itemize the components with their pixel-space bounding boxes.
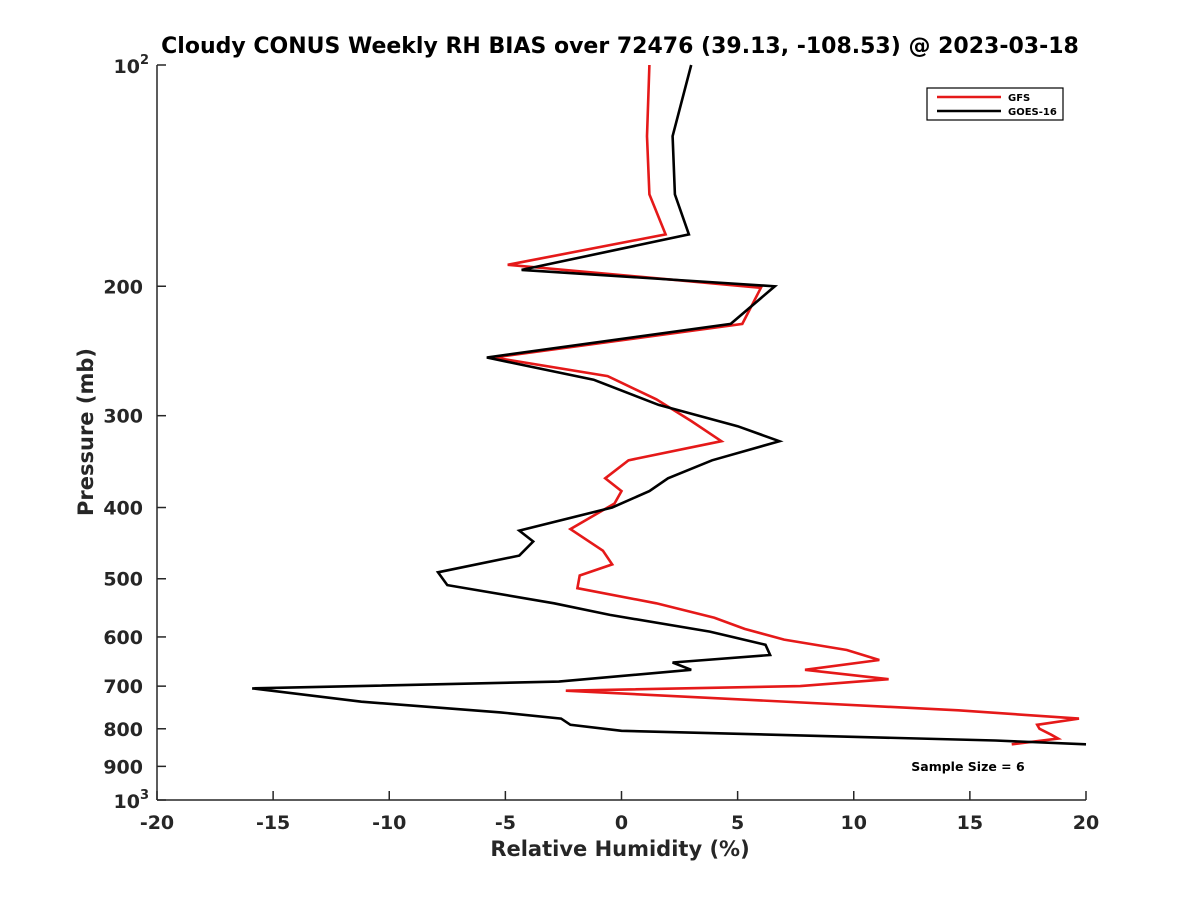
x-tick-label: -10 <box>372 812 406 834</box>
legend-label: GOES-16 <box>1008 107 1057 118</box>
y-tick-label: 103 <box>114 788 150 813</box>
y-tick-label: 200 <box>103 276 143 298</box>
x-tick-label: -20 <box>140 812 174 834</box>
x-tick-label: 0 <box>615 812 628 834</box>
y-tick-label: 102 <box>114 53 150 78</box>
x-tick-label: 15 <box>957 812 983 834</box>
y-axis-label: Pressure (mb) <box>74 348 98 516</box>
x-tick-label: 5 <box>731 812 744 834</box>
y-tick-label: 400 <box>103 498 143 520</box>
x-tick-label: -5 <box>495 812 516 834</box>
x-tick-label: 10 <box>841 812 867 834</box>
sample-size-annotation: Sample Size = 6 <box>911 759 1025 774</box>
x-axis-label: Relative Humidity (%) <box>490 837 749 861</box>
y-tick-label: 600 <box>103 627 143 649</box>
series-layer <box>252 64 1087 746</box>
series-line-goes-16 <box>252 64 1087 746</box>
legend-box <box>926 87 1064 121</box>
y-tick-label: 700 <box>103 676 143 698</box>
x-tick-label: 20 <box>1073 812 1099 834</box>
x-tick-label: -15 <box>256 812 290 834</box>
series-line-gfs <box>493 64 1080 746</box>
x-axis: -20 -15 -10 -5 0 5 10 15 20 <box>140 791 1099 834</box>
y-tick-base: 10 <box>114 56 140 78</box>
chart-title: Cloudy CONUS Weekly RH BIAS over 72476 (… <box>161 34 1079 59</box>
legend: GFS GOES-16 <box>926 87 1064 121</box>
y-tick-label: 800 <box>103 719 143 741</box>
legend-label: GFS <box>1008 93 1030 104</box>
y-tick-base: 10 <box>114 791 140 813</box>
y-tick-exponent: 2 <box>140 53 149 68</box>
y-tick-label: 900 <box>103 756 143 778</box>
y-tick-exponent: 3 <box>140 788 149 803</box>
y-tick-label: 500 <box>103 569 143 591</box>
y-tick-label: 300 <box>103 406 143 428</box>
